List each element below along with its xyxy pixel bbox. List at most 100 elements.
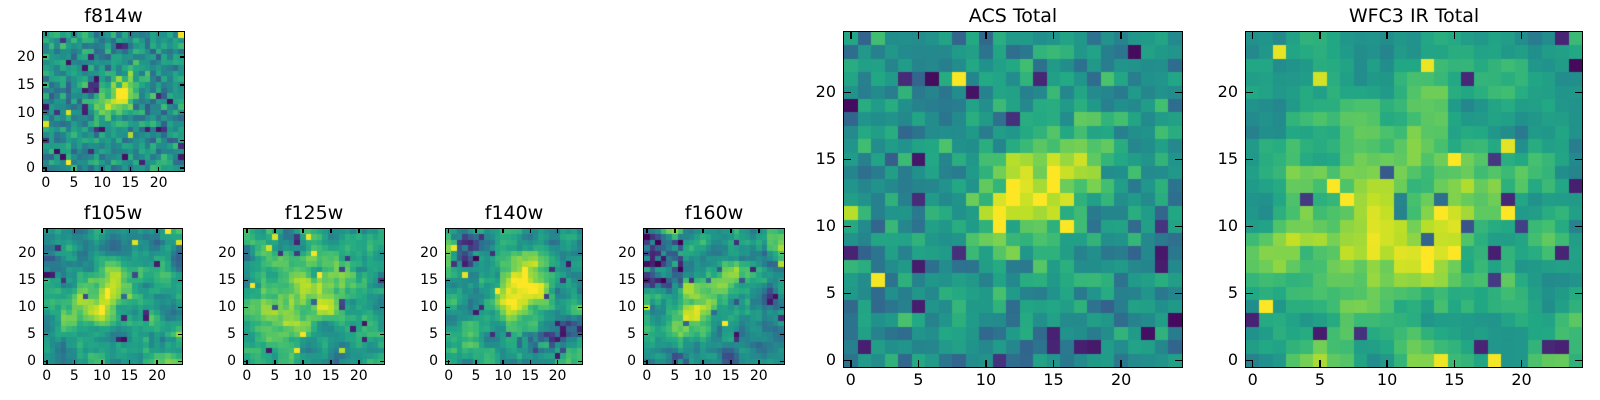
tick-mark (156, 229, 158, 233)
tick-mark (180, 84, 184, 86)
y-tick-label: 10 (18, 299, 36, 316)
y-tick-label: 10 (17, 104, 35, 121)
tick-mark (502, 360, 504, 364)
tick-mark (644, 252, 648, 255)
tick-mark (850, 32, 852, 39)
tick-mark (780, 279, 784, 282)
tick-mark (73, 229, 76, 233)
heatmap-f105w (44, 229, 182, 364)
tick-mark (446, 360, 450, 363)
x-tick-label: 20 (1110, 370, 1132, 389)
y-tick-label: 5 (27, 326, 36, 343)
tick-mark (44, 252, 48, 255)
tick-mark (1575, 91, 1582, 94)
x-tick-label: 20 (1511, 370, 1532, 389)
y-tick-label: 20 (815, 82, 836, 102)
tick-mark (644, 279, 648, 282)
tick-mark (730, 229, 732, 233)
tick-mark (180, 56, 184, 58)
tick-mark (1251, 360, 1254, 367)
tick-mark (101, 229, 103, 233)
tick-mark (917, 32, 920, 39)
y-tick-label: 15 (1217, 149, 1238, 169)
tick-mark (1175, 91, 1182, 94)
tick-mark (330, 229, 332, 233)
tick-mark (244, 333, 248, 336)
x-tick-label: 10 (975, 370, 997, 389)
x-tick-label: 15 (321, 368, 340, 384)
tick-mark (380, 252, 384, 255)
tick-mark (1120, 32, 1122, 39)
x-tick-label: 20 (148, 368, 167, 384)
tick-mark (1319, 32, 1321, 39)
y-tick-label: 20 (218, 245, 236, 262)
tick-mark (985, 360, 987, 367)
x-tick-label: 5 (270, 368, 280, 384)
tick-mark (1319, 360, 1321, 367)
tick-mark (129, 32, 132, 36)
x-tick-label: 10 (1376, 370, 1398, 389)
tick-mark (1175, 292, 1182, 295)
tick-mark (1175, 359, 1182, 362)
tick-mark (702, 229, 704, 233)
tick-mark (578, 306, 582, 309)
tick-mark (44, 360, 48, 363)
heatmap-f140w (446, 229, 582, 364)
y-tick-label: 5 (627, 326, 636, 343)
tick-mark (446, 306, 450, 309)
panel-title-f125w: f125w (284, 202, 344, 225)
x-tick-label: 15 (1444, 370, 1465, 389)
tick-mark (101, 167, 103, 171)
tick-mark (1120, 360, 1122, 367)
tick-mark (646, 229, 648, 233)
tick-mark (1246, 359, 1253, 362)
tick-mark (475, 360, 477, 364)
tick-mark (844, 359, 851, 362)
y-tick-label: 10 (618, 299, 636, 316)
tick-mark (1246, 158, 1253, 161)
tick-mark (1175, 225, 1182, 228)
panel-wfc3-ir-total: WFC3 IR Total 0 5 10 15 20 0 5 10 15 20 (1218, 5, 1583, 388)
tick-mark (917, 360, 920, 367)
x-tick-label: 5 (69, 175, 79, 191)
tick-mark (178, 333, 182, 336)
tick-mark (780, 333, 784, 336)
y-tick-label: 15 (618, 272, 636, 289)
tick-mark (1520, 360, 1523, 367)
tick-mark (985, 32, 987, 39)
x-tick-label: 0 (845, 370, 856, 389)
tick-mark (446, 333, 450, 336)
panel-title-f140w: f140w (484, 202, 544, 225)
tick-mark (644, 306, 648, 309)
tick-mark (246, 229, 248, 233)
panel-f140w: f140w 0 5 10 15 20 0 5 10 15 20 (420, 202, 583, 383)
y-tick-label: 15 (218, 272, 236, 289)
x-tick-label: 5 (670, 368, 680, 384)
tick-mark (529, 360, 532, 364)
tick-mark (129, 167, 132, 171)
y-tick-label: 5 (825, 283, 836, 303)
tick-mark (674, 229, 676, 233)
heatmap-wfc3-ir-total (1246, 32, 1582, 367)
y-tick-label: 5 (1227, 283, 1238, 303)
y-tick-label: 0 (825, 350, 836, 370)
x-tick-label: 0 (642, 368, 652, 384)
tick-mark (578, 279, 582, 282)
tick-mark (73, 32, 75, 36)
tick-mark (850, 360, 852, 367)
x-tick-label: 0 (1247, 370, 1258, 389)
tick-mark (157, 167, 160, 171)
y-tick-label: 20 (17, 49, 35, 66)
tick-mark (380, 279, 384, 282)
tick-mark (44, 306, 48, 309)
tick-mark (446, 252, 450, 255)
tick-mark (1246, 91, 1253, 94)
tick-mark (43, 139, 47, 142)
panel-acs-total: ACS Total 0 5 10 15 20 0 5 10 15 20 (816, 5, 1183, 388)
x-tick-label: 0 (242, 368, 252, 384)
tick-mark (1453, 32, 1456, 39)
y-tick-label: 10 (420, 299, 438, 316)
tick-mark (128, 229, 131, 233)
tick-mark (178, 306, 182, 309)
